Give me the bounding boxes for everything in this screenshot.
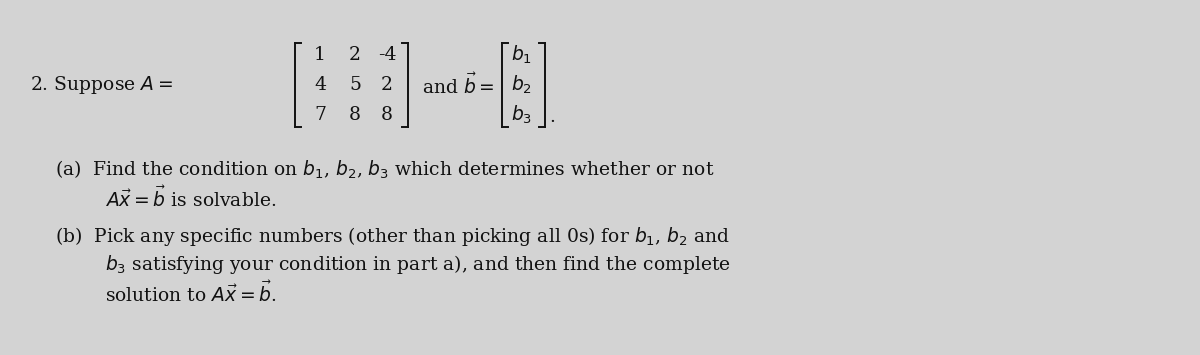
Text: 2: 2 [349,46,361,64]
Text: 2: 2 [382,76,394,94]
Text: 4: 4 [314,76,326,94]
Text: $b_2$: $b_2$ [511,74,533,96]
Text: solution to $A\vec{x} = \vec{b}$.: solution to $A\vec{x} = \vec{b}$. [106,280,276,306]
Text: 8: 8 [349,106,361,124]
Text: and $\vec{b} =$: and $\vec{b} =$ [422,72,494,98]
Text: .: . [550,108,554,126]
Text: $b_3$: $b_3$ [511,104,533,126]
Text: $b_1$: $b_1$ [511,44,533,66]
Text: (a)  Find the condition on $b_1$, $b_2$, $b_3$ which determines whether or not: (a) Find the condition on $b_1$, $b_2$, … [55,159,714,181]
Text: 5: 5 [349,76,361,94]
Text: (b)  Pick any specific numbers (other than picking all 0s) for $b_1$, $b_2$ and: (b) Pick any specific numbers (other tha… [55,225,730,248]
Text: 1: 1 [314,46,326,64]
Text: 7: 7 [314,106,326,124]
Text: -4: -4 [378,46,396,64]
Text: $b_3$ satisfying your condition in part a), and then find the complete: $b_3$ satisfying your condition in part … [106,253,731,277]
Text: 8: 8 [382,106,394,124]
Text: 2. Suppose $A =$: 2. Suppose $A =$ [30,74,173,96]
Text: $A\vec{x} = \vec{b}$ is solvable.: $A\vec{x} = \vec{b}$ is solvable. [106,185,276,211]
